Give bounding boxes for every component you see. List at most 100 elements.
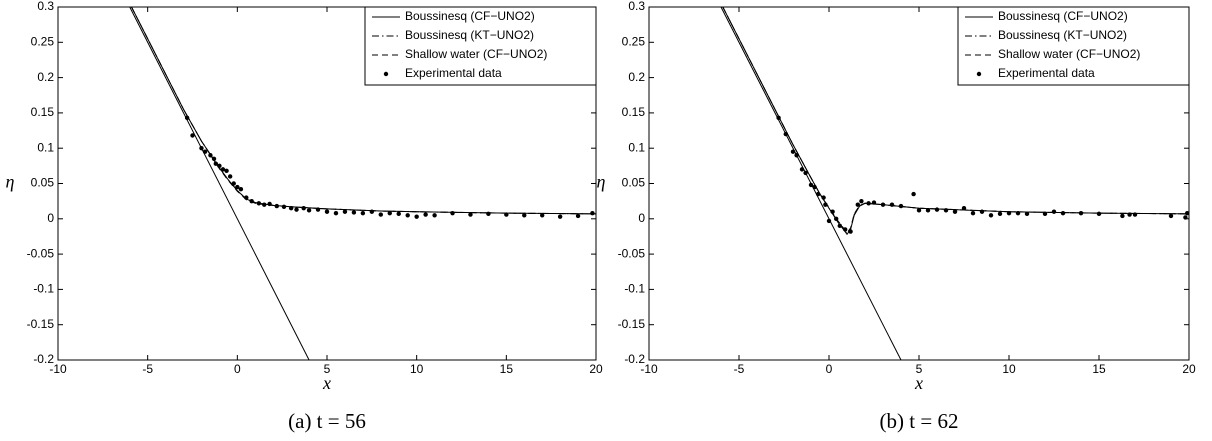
y-tick-label: 0.25: [622, 34, 646, 48]
y-axis-label: η: [597, 172, 606, 192]
data-point: [1006, 210, 1012, 216]
series-line: [129, 7, 310, 360]
data-point: [830, 209, 835, 214]
data-point: [880, 202, 886, 207]
data-point: [249, 198, 254, 204]
y-tick-label: -0.15: [618, 317, 646, 331]
y-tick-label: -0.1: [33, 282, 54, 296]
y-tick-label: 0.1: [37, 140, 54, 154]
data-point: [262, 202, 267, 207]
data-point: [889, 202, 895, 207]
x-tick-label: 5: [324, 362, 331, 376]
data-point: [837, 223, 842, 229]
data-point: [1183, 215, 1188, 220]
data-point: [208, 153, 213, 158]
x-tick-label: -10: [49, 362, 67, 376]
data-point: [970, 210, 976, 216]
data-point: [911, 191, 916, 197]
axes-frame: [648, 6, 1190, 361]
data-point: [943, 208, 949, 213]
y-tick-label: 0.3: [628, 0, 645, 13]
x-tick-label: 0: [826, 362, 833, 376]
data-point: [1042, 211, 1048, 217]
data-point: [997, 211, 1003, 217]
y-tick-label: -0.2: [624, 352, 645, 366]
data-point: [213, 161, 219, 166]
data-point: [301, 206, 306, 211]
data-point: [351, 210, 357, 215]
x-tick-label: 20: [1182, 362, 1196, 376]
data-point: [238, 186, 244, 192]
panel: -10 -5 0 5 10 15 20 -0.2 -0.15 -0.1 -0.05 0 0.05 0.1 0…: [597, 0, 1196, 433]
data-point: [486, 211, 491, 217]
data-point: [1185, 210, 1189, 216]
y-tick-label: -0.1: [624, 282, 645, 296]
plot-clip: [720, 7, 1189, 360]
data-point: [590, 210, 595, 216]
x-tick-label: 10: [410, 362, 424, 376]
x-axis-label: x: [322, 373, 331, 393]
data-point: [823, 202, 828, 207]
data-point: [396, 211, 401, 217]
panel: -10 -5 0 5 10 15 20 -0.2 -0.15 -0.1 -0.05 0 0.05 0.1 0…: [6, 0, 603, 433]
data-point: [378, 212, 383, 217]
data-point: [235, 184, 240, 190]
data-point: [1127, 212, 1132, 217]
data-point: [450, 210, 455, 216]
data-point: [333, 210, 339, 216]
x-tick-label: 15: [1092, 362, 1106, 376]
legend-label: Boussinesq (KT−UNO2): [998, 28, 1127, 42]
data-point: [190, 133, 195, 138]
data-point: [952, 209, 958, 214]
legend-label: Shallow water (CF−UNO2): [998, 47, 1140, 61]
x-tick-label: 0: [234, 362, 241, 376]
legend: Boussinesq (CF−UNO2) Boussinesq (KT−UNO2)…: [957, 6, 1190, 86]
y-tick-label: 0: [638, 211, 645, 225]
y-tick-label: 0: [47, 211, 54, 225]
data-point: [315, 207, 321, 212]
legend-label: Boussinesq (KT−UNO2): [405, 28, 534, 42]
data-point: [871, 200, 877, 205]
y-tick-label: 0.05: [622, 176, 646, 190]
data-point: [217, 163, 222, 169]
data-point: [1096, 211, 1102, 217]
y-tick-label: -0.05: [27, 246, 55, 260]
legend-label: Shallow water (CF−UNO2): [405, 47, 547, 61]
data-point: [504, 212, 509, 217]
x-tick-label: 20: [589, 362, 603, 376]
data-point: [988, 213, 994, 218]
legend-label: Experimental data: [405, 66, 502, 80]
legend-box: [364, 6, 597, 86]
data-point: [387, 210, 392, 216]
data-point: [405, 213, 410, 218]
data-point: [244, 195, 249, 200]
data-point: [224, 168, 229, 173]
legend-label: Experimental data: [998, 66, 1095, 80]
data-point: [432, 213, 437, 218]
data-point: [1015, 210, 1021, 216]
y-tick-label: -0.15: [27, 317, 55, 331]
data-point: [468, 212, 473, 217]
data-point: [227, 174, 233, 179]
data-point: [306, 208, 312, 213]
y-tick-label: 0.15: [622, 105, 646, 119]
data-point: [961, 206, 967, 211]
plot-clip: [129, 7, 596, 360]
data-point: [1078, 210, 1084, 216]
y-tick-label: 0.2: [628, 70, 645, 84]
data-point: [866, 201, 871, 206]
data-point: [1120, 213, 1125, 219]
data-point: [575, 213, 581, 219]
y-tick-label: 0.2: [37, 70, 54, 84]
data-point: [1132, 212, 1138, 217]
legend: Boussinesq (CF−UNO2) Boussinesq (KT−UNO2)…: [364, 6, 597, 86]
legend-swatch: [976, 71, 982, 77]
data-point: [1024, 211, 1030, 217]
data-point: [231, 181, 236, 186]
series-line: [131, 7, 596, 215]
data-point: [281, 204, 287, 209]
x-axis-label: x: [914, 373, 923, 393]
data-point: [267, 201, 272, 207]
y-tick-label: 0.15: [31, 105, 55, 119]
